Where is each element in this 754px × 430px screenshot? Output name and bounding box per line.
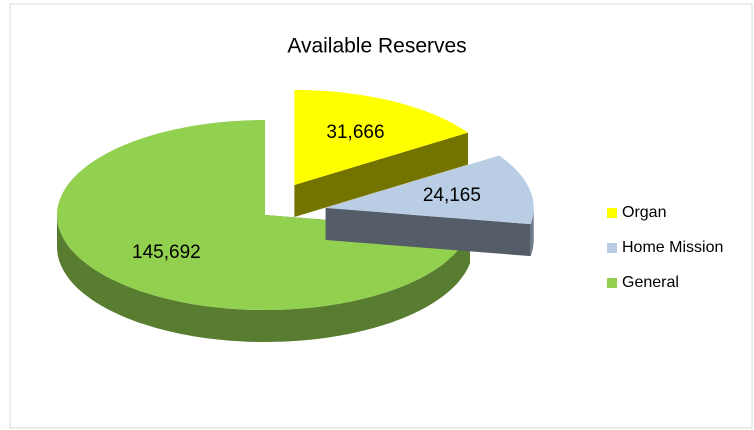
legend-label: Organ bbox=[622, 204, 666, 221]
chart-title: Available Reserves bbox=[287, 35, 466, 58]
slice-side bbox=[325, 208, 531, 257]
slice-side bbox=[57, 215, 470, 342]
legend-swatch bbox=[607, 278, 617, 288]
legend-label: Home Mission bbox=[622, 239, 723, 256]
slice-side bbox=[294, 132, 468, 217]
data-label: 145,692 bbox=[132, 242, 201, 263]
data-label: 24,165 bbox=[423, 185, 481, 206]
legend-swatch bbox=[607, 243, 617, 253]
data-label: 31,666 bbox=[326, 122, 384, 143]
legend-swatch bbox=[607, 208, 617, 218]
legend-label: General bbox=[622, 274, 679, 291]
slice-side bbox=[530, 208, 534, 257]
slice bbox=[325, 155, 534, 225]
slice bbox=[294, 90, 468, 185]
slice bbox=[57, 120, 470, 310]
